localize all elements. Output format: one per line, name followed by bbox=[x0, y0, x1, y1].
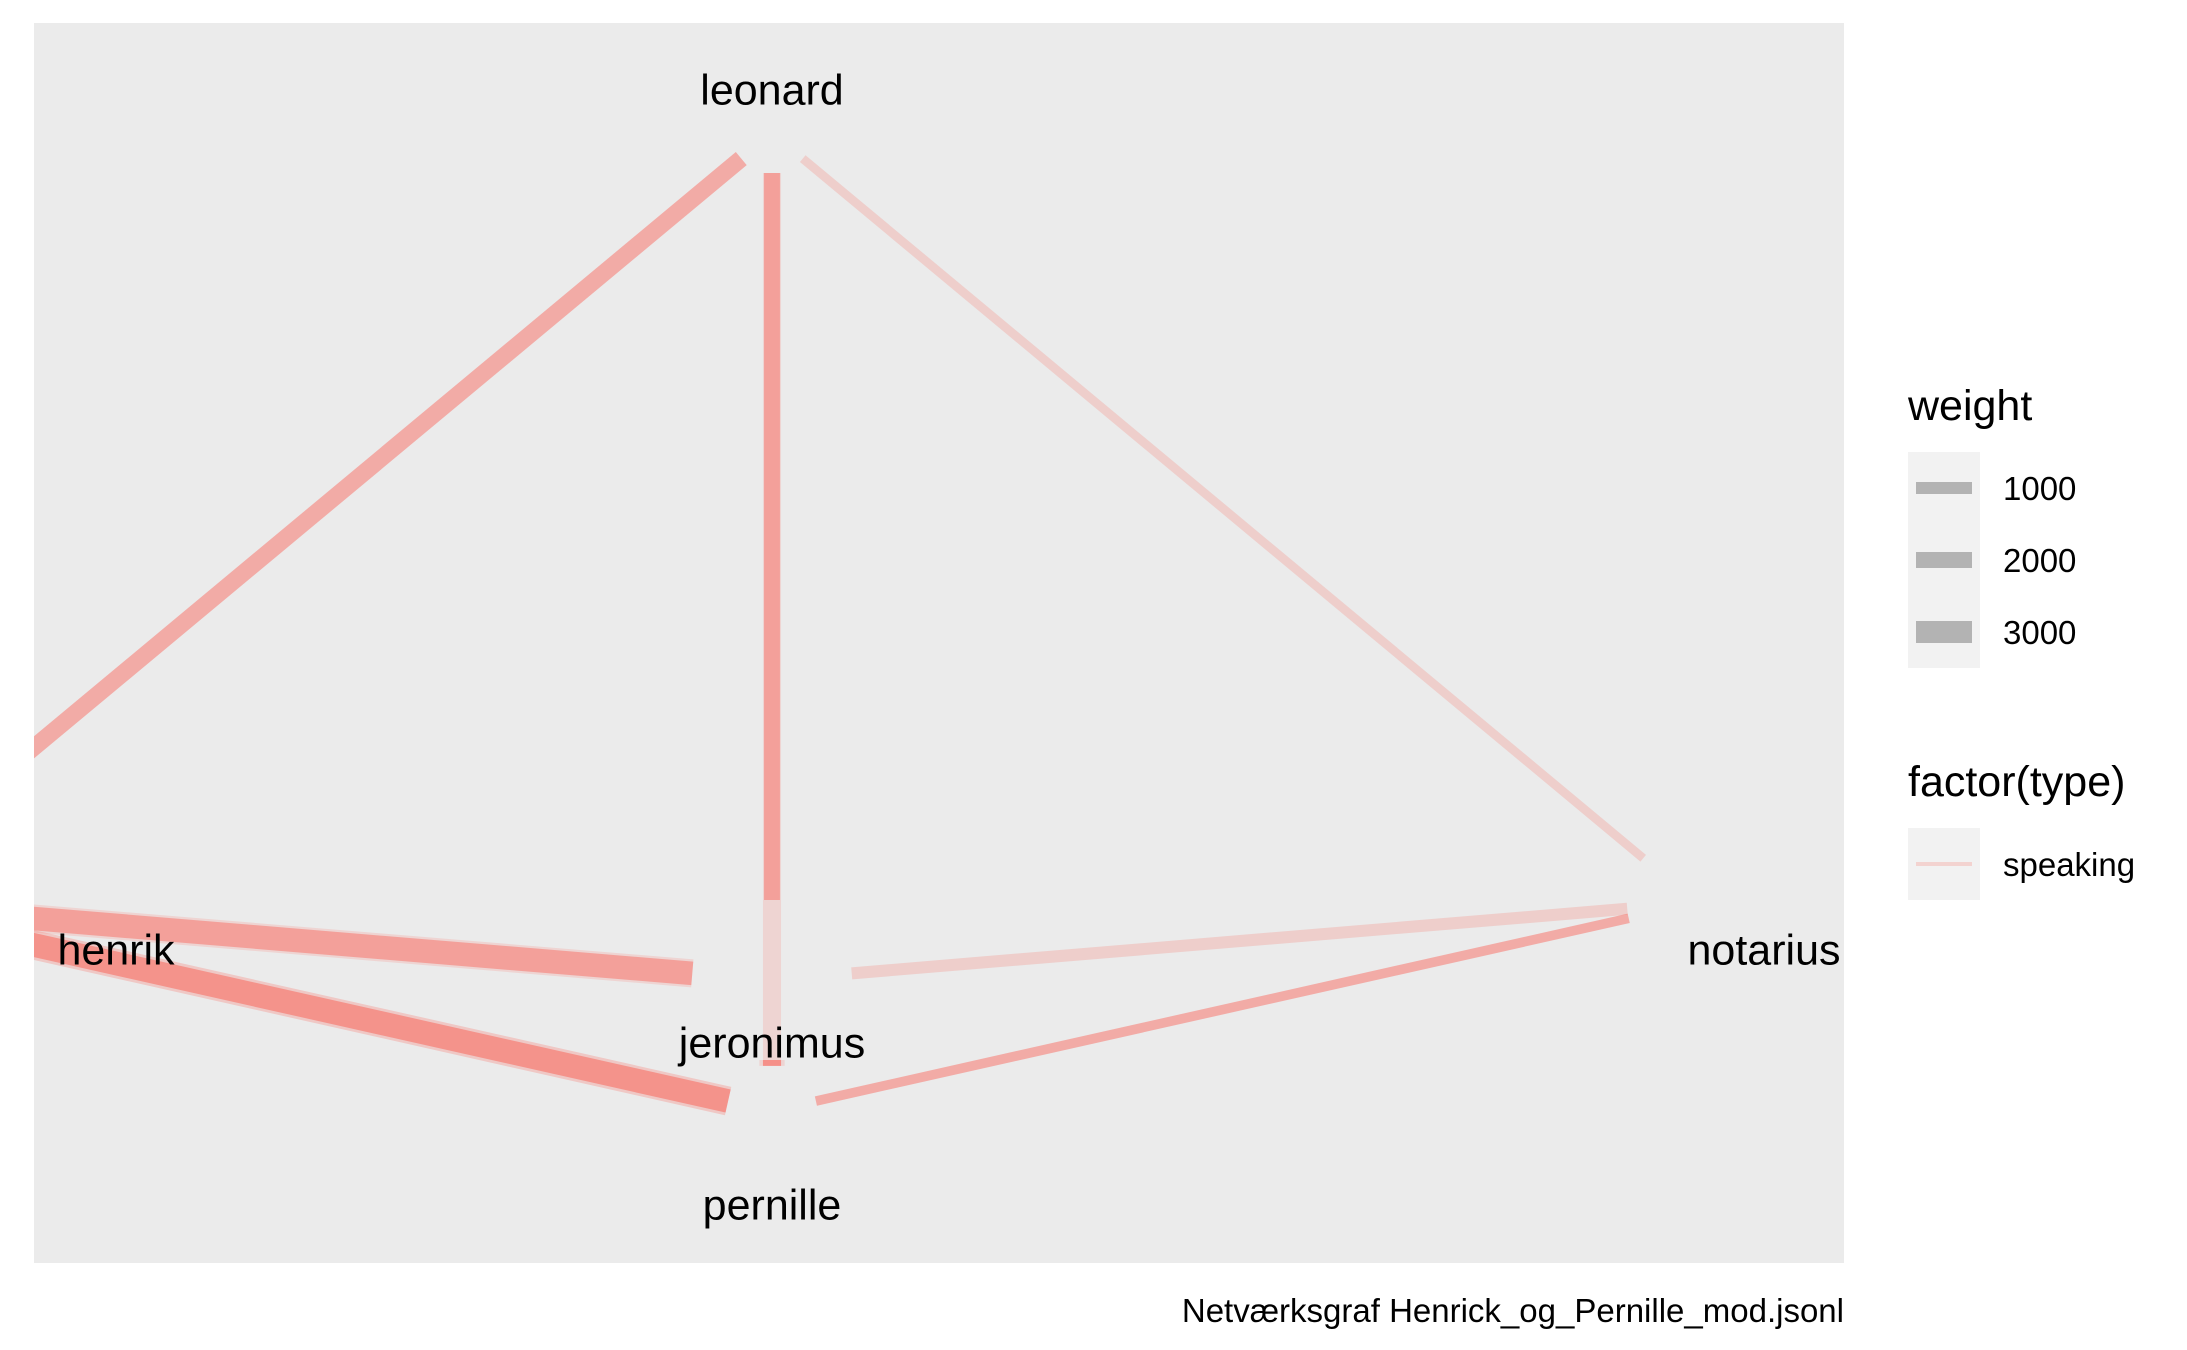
legend-type-key-speaking bbox=[1908, 828, 1980, 900]
node-label-henrik: henrik bbox=[57, 926, 175, 974]
legend-weight-title: weight bbox=[1908, 382, 2033, 430]
edge-leonard-henrik-0 bbox=[34, 152, 747, 759]
graph-panel: leonard henrik notarius jeronimus pernil… bbox=[34, 23, 1844, 1263]
network-graph: leonard henrik notarius jeronimus pernil… bbox=[34, 66, 1840, 1229]
edge-pernille-notarius-11 bbox=[814, 913, 1630, 1106]
node-label-pernille: pernille bbox=[703, 1181, 842, 1229]
edge-henrik-pernille-7 bbox=[34, 930, 732, 1116]
labels-layer: leonard henrik notarius jeronimus pernil… bbox=[57, 66, 1840, 1229]
legend-weight-swatch-3000 bbox=[1916, 620, 1972, 644]
legend-weight-key-2000 bbox=[1908, 524, 1980, 596]
legend-type-swatch-speaking bbox=[1916, 862, 1972, 866]
edges-layer bbox=[34, 152, 1646, 1116]
node-label-jeronimus: jeronimus bbox=[677, 1019, 865, 1067]
legend-weight-swatch-2000 bbox=[1916, 551, 1972, 569]
node-label-leonard: leonard bbox=[700, 66, 843, 114]
edge-henrik-jeronimus-4 bbox=[34, 906, 694, 986]
legend-weight-key-1000 bbox=[1908, 452, 1980, 524]
legend-weight-key-3000 bbox=[1908, 596, 1980, 668]
legend-weight-label-2000: 2000 bbox=[2003, 542, 2077, 579]
legend-type-label-speaking: speaking bbox=[2003, 846, 2136, 883]
edge-leonard-notarius-3 bbox=[799, 155, 1646, 862]
legend-weight-label-3000: 3000 bbox=[2003, 614, 2077, 651]
edge-jeronimus-notarius-10 bbox=[851, 902, 1628, 980]
edge-henrik-pernille-6 bbox=[34, 932, 731, 1113]
edge-henrik-jeronimus-5 bbox=[34, 904, 694, 988]
legend-type-title: factor(type) bbox=[1908, 758, 2126, 806]
legend-weight-swatch-1000 bbox=[1916, 482, 1972, 494]
legend-weight-label-1000: 1000 bbox=[2003, 470, 2077, 507]
node-label-notarius: notarius bbox=[1688, 926, 1841, 974]
caption: Netværksgraf Henrick_og_Pernille_mod.jso… bbox=[1181, 1292, 1844, 1329]
